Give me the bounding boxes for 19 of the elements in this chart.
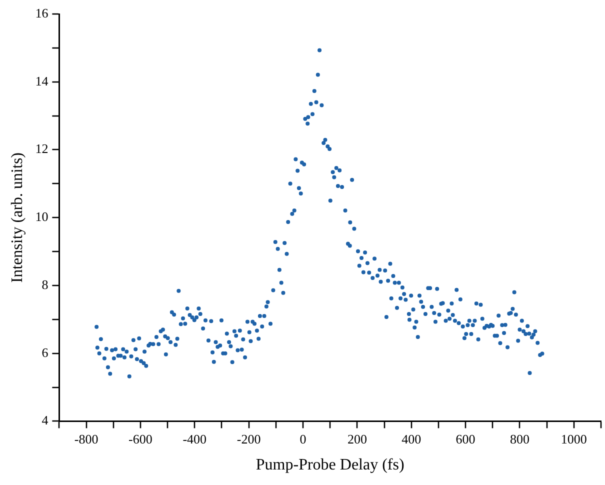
y-axis-title: Intensity (arb. units): [8, 152, 26, 283]
x-tick-label: 400: [402, 431, 422, 446]
y-tick-label: 14: [35, 73, 49, 88]
x-tick-label: -600: [128, 431, 152, 446]
x-axis-title: Pump-Probe Delay (fs): [256, 456, 404, 474]
y-tick-label: 4: [42, 412, 49, 428]
x-tick-label: 0: [300, 431, 306, 446]
x-tick-label: -400: [182, 431, 207, 446]
x-tick-label: 600: [456, 431, 476, 446]
y-tick-label: 16: [35, 5, 49, 20]
y-tick-label: 10: [35, 209, 48, 224]
y-tick-label: 6: [42, 344, 49, 360]
x-tick-label: -800: [74, 431, 98, 446]
x-tick-label: 800: [510, 431, 530, 446]
x-tick-label: 1000: [560, 431, 587, 446]
y-tick-label: 12: [35, 141, 48, 156]
x-tick-label: 200: [347, 431, 367, 446]
y-tick-label: 8: [42, 276, 48, 292]
x-tick-label: -200: [236, 431, 261, 446]
